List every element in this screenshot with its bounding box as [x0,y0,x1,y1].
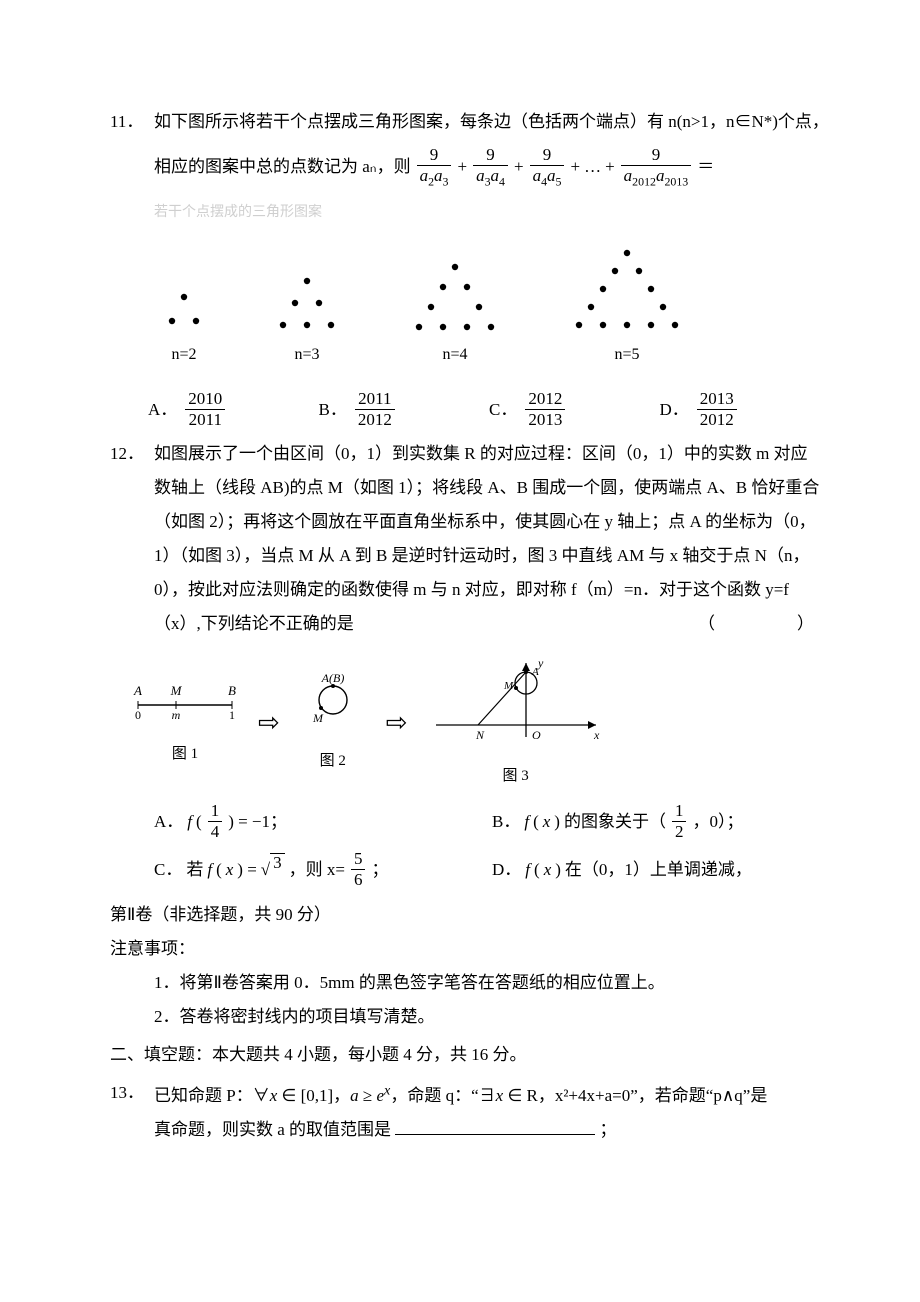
q12-opt-d: D． f(x) 在（0，1）上单调递减， [492,853,830,887]
part2-note-title: 注意事项： [110,932,830,966]
pattern-n4: n=4 [400,259,510,371]
q12-line-0: 如图展示了一个由区间（0，1）到实数集 R 的对应过程：区间（0，1）中的实数 … [154,444,808,463]
q13-line2-suffix: ； [600,1120,617,1139]
q12-opt-a: A． ff(( 14 ) = −1； [154,801,492,843]
plus-2: + [514,150,524,184]
svg-text:M: M [503,680,514,692]
q12-body: 如图展示了一个由区间（0，1）到实数集 R 的对应过程：区间（0，1）中的实数 … [154,437,830,471]
q11-opt-b: B． 20112012 [319,389,490,431]
svg-text:A: A [133,683,142,698]
q12: 12． 如图展示了一个由区间（0，1）到实数集 R 的对应过程：区间（0，1）中… [110,437,830,471]
svg-text:0: 0 [135,708,141,722]
svg-text:B: B [228,683,236,698]
q11-faint-caption: 若干个点摆成的三角形图案 [154,199,830,227]
q11-number: 11． [110,105,154,139]
q11-term-last: 9 a2012a2013 [619,145,694,189]
q11-opt-d: D． 20132012 [660,389,831,431]
q11-term-2: 9 a3a4 [471,145,510,189]
svg-text:1: 1 [229,708,235,722]
answer-blank [395,1117,595,1135]
q12-line-5: （x）,下列结论不正确的是 [154,614,354,633]
part2-note-2: 2．答卷将密封线内的项目填写清楚。 [110,1000,830,1034]
q13-line2-prefix: 真命题，则实数 a 的取值范围是 [154,1120,391,1139]
q12-line-1: 数轴上（线段 AB)的点 M（如图 1）；将线段 A、B 围成一个圆，使两端点 … [110,471,830,505]
q11-opt-a: A． 20102011 [148,389,319,431]
pattern-n5: n=5 [560,245,694,371]
svg-text:m: m [172,708,181,722]
q12-fig2: A(B) M 图 2 [298,670,368,776]
sqrt-icon: √3 [261,853,285,887]
svg-text:N: N [475,728,485,742]
opt-key: B． [319,393,347,427]
q13-number: 13． [110,1076,154,1110]
opt-key: C． [489,393,517,427]
svg-text:A(B): A(B) [320,671,344,685]
pattern-n3-label: n=3 [264,339,350,371]
arrow-icon: ⇨ [386,697,408,749]
svg-text:M: M [170,683,183,698]
q13: 13． 已知命题 P：∀x ∈ [0,1]，a ≥ ex，命题 q：“∃x ∈ … [110,1076,830,1113]
q11-term-3: 9 a4a5 [528,145,567,189]
dots: … [584,150,601,184]
q12-line-5-wrap: （x）,下列结论不正确的是 （ ） [110,607,830,641]
q13-line2: 真命题，则实数 a 的取值范围是 ； [110,1113,830,1147]
q11-text-line2-prefix: 相应的图案中总的点数记为 aₙ，则 [154,150,411,184]
q12-fig3: y A M N O x 图 3 [426,655,606,791]
q11-opt-c: C． 20122013 [489,389,660,431]
svg-text:O: O [532,728,541,742]
fig2-label: 图 2 [298,746,368,776]
q12-number: 12． [110,437,154,471]
fig1-label: 图 1 [130,739,240,769]
q12-diagrams: A M B 0 m 1 图 1 ⇨ A(B) M 图 2 ⇨ [110,655,830,791]
pattern-n2: n=2 [154,287,214,371]
q11-options: A． 20102011 B． 20112012 C． 20122013 D． 2… [110,389,830,431]
svg-text:x: x [593,728,600,742]
plus-1: + [457,150,467,184]
opt-key: D． [660,393,689,427]
part2-note-1: 1．将第Ⅱ卷答案用 0．5mm 的黑色签字笔答在答题纸的相应位置上。 [110,966,830,1000]
triangle-dots-icon [400,259,510,335]
arrow-icon: ⇨ [258,697,280,749]
part2-section: 二、填空题：本大题共 4 小题，每小题 4 分，共 16 分。 [110,1038,830,1072]
triangle-dots-icon [154,287,214,335]
svg-text:M: M [312,711,324,725]
opt-key: A． [148,393,177,427]
q11-term-1: 9 a2a3 [415,145,454,189]
q13-line1: 已知命题 P：∀x ∈ [0,1]，a ≥ ex，命题 q：“∃x ∈ R，x²… [154,1086,767,1105]
pattern-n3: n=3 [264,273,350,371]
pattern-n5-label: n=5 [560,339,694,371]
pattern-n2-label: n=2 [154,339,214,371]
triangle-dots-icon [264,273,350,335]
q12-fig1: A M B 0 m 1 图 1 [130,677,240,769]
plus-4: + [605,150,615,184]
answer-paren: （ ） [698,607,830,641]
q12-options: A． ff(( 14 ) = −1； B． f(x) 的图象关于（ 12 ，0）… [110,801,830,891]
q12-line-3: 1）（如图 3），当点 M 从 A 到 B 是逆时针运动时，图 3 中直线 AM… [110,539,830,573]
fig3-label: 图 3 [426,761,606,791]
q11: 11． 如下图所示将若干个点摆成三角形图案，每条边（色括两个端点）有 n(n>1… [110,105,830,139]
q13-body: 已知命题 P：∀x ∈ [0,1]，a ≥ ex，命题 q：“∃x ∈ R，x²… [154,1076,830,1113]
q11-patterns-area: 若干个点摆成的三角形图案 n=2 n=3 [110,199,830,371]
circle-icon: A(B) M [298,670,368,730]
equals: ＝ [697,150,714,184]
part2-title: 第Ⅱ卷（非选择题，共 90 分） [110,898,830,932]
q12-opt-b: B． f(x) 的图象关于（ 12 ，0）； [492,801,830,843]
svg-text:A: A [531,666,539,678]
plus-3: + [570,150,580,184]
q11-text-line1: 如下图所示将若干个点摆成三角形图案，每条边（色括两个端点）有 n(n>1，n∈N… [154,112,829,131]
triangle-dots-icon [560,245,694,335]
q11-body: 如下图所示将若干个点摆成三角形图案，每条边（色括两个端点）有 n(n>1，n∈N… [154,105,830,139]
pattern-n4-label: n=4 [400,339,510,371]
coord-circle-icon: y A M N O x [426,655,606,745]
exam-page: 11． 如下图所示将若干个点摆成三角形图案，每条边（色括两个端点）有 n(n>1… [0,0,920,1302]
q12-line-2: （如图 2）；再将这个圆放在平面直角坐标系中，使其圆心在 y 轴上；点 A 的坐… [110,505,830,539]
q12-opt-c: C． 若 f(x) = 若 f(x) = √3 ，则 x= 56 ； [154,849,492,891]
q11-patterns: n=2 n=3 n=4 [154,245,830,371]
q11-formula-line: 相应的图案中总的点数记为 aₙ，则 9 a2a3 + 9 a3a4 + 9 a4… [110,145,830,189]
q12-line-4: 0），按此对应法则确定的函数使得 m 与 n 对应，即对称 f（m）=n．对于这… [110,573,830,607]
segment-icon: A M B 0 m 1 [130,677,240,723]
